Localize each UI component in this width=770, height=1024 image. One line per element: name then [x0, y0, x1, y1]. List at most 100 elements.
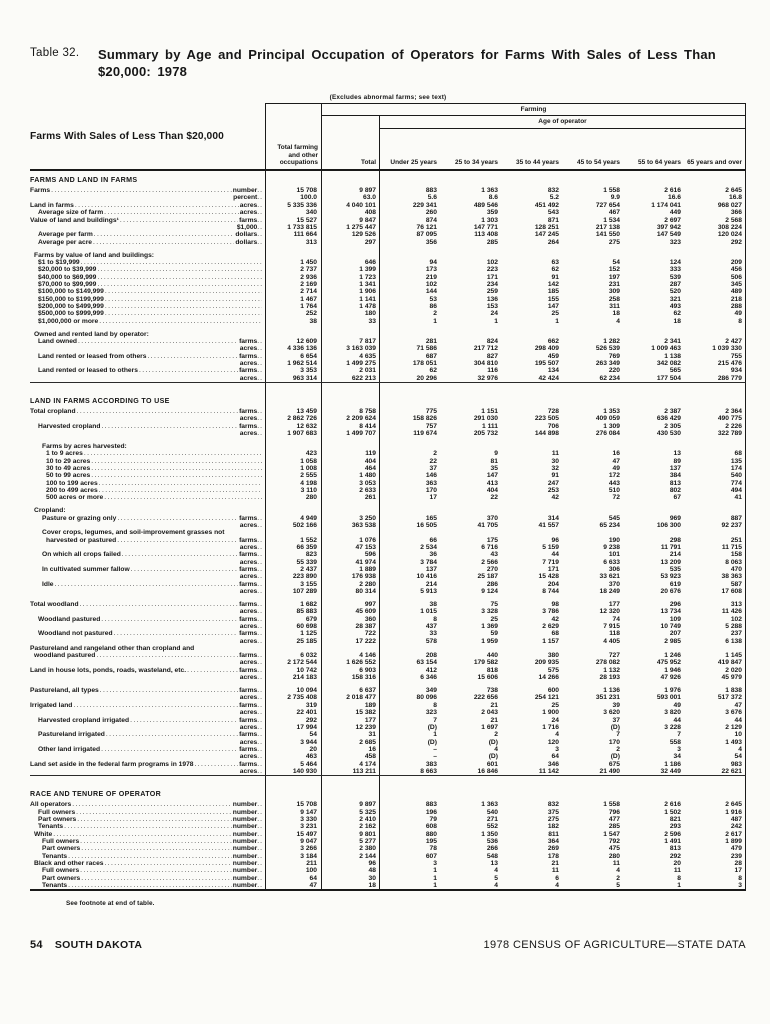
value-cell: 345: [685, 280, 746, 289]
table-row: Irrigated land farms319189 8 21 25 39 49 47: [30, 701, 746, 710]
value-cell: 2 617: [685, 830, 746, 838]
value-cell: 366: [685, 209, 746, 217]
value-cell: 55 339: [265, 558, 322, 566]
value-cell: [685, 382, 746, 408]
value-cell: 887: [685, 514, 746, 523]
value-cell: 175: [486, 536, 498, 544]
value-cell: 662: [547, 337, 559, 345]
value-cell: 22 621: [685, 767, 746, 776]
value-cell: 413: [486, 479, 498, 487]
row-label-cell: Land rented or leased from others farms: [30, 353, 265, 360]
value-cell: 4 146: [322, 644, 380, 660]
dot-leader: [99, 318, 262, 325]
value-cell: 237: [685, 630, 746, 638]
value-cell: 543: [547, 209, 559, 217]
value-cell: 208: [425, 652, 437, 660]
dot-leader: [104, 494, 262, 501]
row-label-cell: Part owners number: [30, 875, 265, 882]
row-label-cell: Value of land and buildings¹ farms: [30, 216, 265, 224]
value-cell: [380, 246, 441, 259]
subheading-row: Farms by acres harvested:: [30, 437, 746, 451]
row-label-cell: Irrigated land farms: [30, 702, 265, 709]
dot-leader: [117, 515, 238, 522]
value-cell: 49: [673, 701, 681, 709]
value-cell: 92 237: [685, 522, 746, 530]
value-cell: [380, 502, 441, 515]
value-cell: 5.6: [427, 194, 437, 202]
value-cell: 1 552: [265, 529, 322, 544]
value-cell: 8: [685, 874, 746, 882]
row-label-cell: acres: [30, 588, 265, 595]
value-cell: 1 467: [265, 295, 322, 303]
row-label: Average size of farm: [38, 209, 104, 217]
table-header: Farms With Sales of Less Than $20,000 To…: [30, 103, 746, 171]
value-cell: 113 408: [474, 231, 498, 239]
value-cell: 140 930: [265, 767, 322, 776]
value-cell: 89: [673, 457, 681, 465]
value-cell: 493: [669, 302, 681, 310]
value-cell: 49: [685, 310, 746, 318]
value-cell: 494: [685, 487, 746, 495]
value-cell: [563, 383, 624, 408]
value-cell: 209 935: [534, 659, 559, 667]
value-cell: 1 136: [603, 687, 620, 695]
value-cell: [441, 246, 502, 259]
value-cell: [322, 382, 380, 408]
row-unit: acres: [240, 544, 263, 551]
value-cell: 883: [425, 801, 437, 809]
value-cell: 1 491: [664, 837, 681, 845]
value-cell: 63.0: [322, 194, 380, 202]
value-cell: 2 387: [664, 408, 681, 416]
col-header-65-over: 65 years and over: [685, 129, 746, 169]
value-cell: 223 890: [265, 573, 322, 581]
value-cell: 37: [429, 465, 437, 473]
value-cell: 6 633: [603, 558, 620, 566]
value-cell: 24: [551, 716, 559, 724]
row-label: Woodland not pastured: [38, 630, 113, 638]
row-label: Average per farm: [38, 231, 93, 239]
value-cell: 22 401: [265, 709, 322, 717]
value-cell: 1 723: [322, 273, 380, 281]
value-cell: [624, 776, 685, 801]
value-cell: 601: [486, 760, 498, 768]
value-cell: 75: [490, 600, 498, 608]
row-label-cell: Farms by value of land and buildings:: [30, 246, 265, 259]
value-cell: –: [433, 745, 437, 753]
row-unit: farms: [239, 601, 263, 608]
row-unit: dollars: [235, 239, 263, 246]
value-cell: 275: [608, 238, 620, 246]
value-cell: 6 032: [265, 644, 322, 660]
row-unit: acres: [240, 588, 263, 595]
value-cell: 526 539: [595, 345, 620, 353]
value-cell: 106 300: [656, 522, 681, 530]
row-label-cell: White number: [30, 831, 265, 838]
row-label-cell: FARMS AND LAND IN FARMS: [30, 171, 265, 187]
value-cell: 384: [669, 472, 681, 480]
row-label-cell: Average size of farm acres: [30, 209, 265, 216]
dot-leader: [105, 310, 262, 317]
value-cell: 304 810: [473, 360, 498, 368]
row-label: Full owners: [42, 867, 80, 875]
row-label: $20,000 to $39,999: [38, 266, 97, 274]
value-cell: 2 162: [322, 823, 380, 831]
row-unit: number: [233, 831, 263, 838]
row-unit: farms: [239, 702, 263, 709]
value-cell: 47: [265, 881, 322, 890]
value-cell: 2 209 624: [322, 415, 380, 423]
value-cell: 53 923: [660, 573, 681, 581]
value-cell: 15 708: [265, 187, 322, 195]
value-cell: 18: [322, 881, 380, 890]
value-cell: 5: [494, 874, 498, 882]
value-cell: 49: [612, 465, 620, 473]
value-cell: 1: [677, 882, 681, 890]
value-cell: 292: [265, 716, 322, 724]
table-body: FARMS AND LAND IN FARMSFarmsnumber15 708…: [30, 171, 746, 892]
value-cell: 1 733 815: [265, 223, 322, 232]
dot-leader: [105, 303, 262, 310]
row-label-cell: Average per acre dollars: [30, 238, 265, 246]
